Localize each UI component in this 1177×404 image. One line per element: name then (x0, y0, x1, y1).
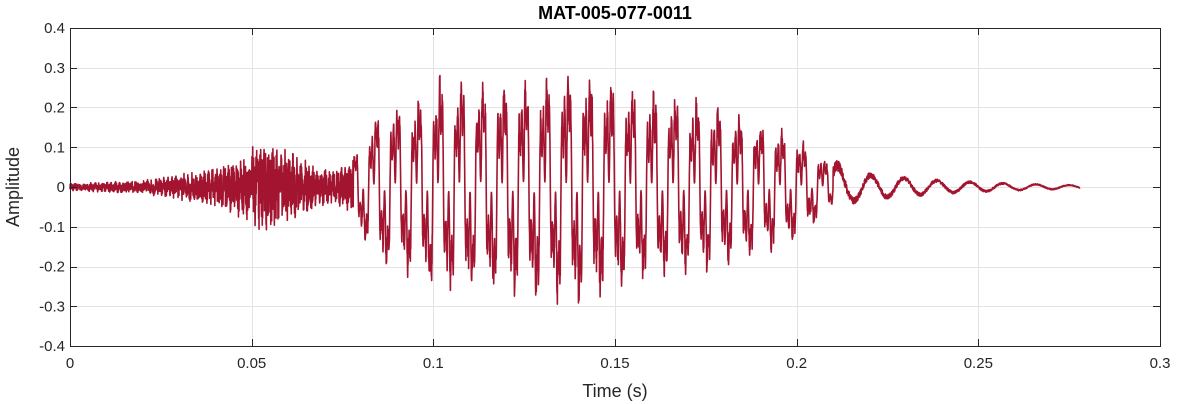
y-tick-label: 0.2 (44, 100, 65, 117)
x-tick-label: 0.15 (600, 355, 629, 372)
y-tick-label: -0.3 (39, 298, 65, 315)
y-tick-label: -0.1 (39, 219, 65, 236)
waveform-line (69, 74, 1081, 305)
waveform (69, 74, 1081, 305)
chart-title: MAT-005-077-0011 (538, 3, 692, 23)
y-tick-label: 0.4 (44, 20, 65, 37)
y-tick-label: -0.4 (39, 338, 65, 355)
y-tick-label: 0.3 (44, 60, 65, 77)
y-tick-label: 0 (57, 179, 65, 196)
y-tick-label: 0.1 (44, 139, 65, 156)
x-tick-label: 0.2 (786, 355, 807, 372)
y-tick-label: -0.2 (39, 259, 65, 276)
x-tick-label: 0.1 (423, 355, 444, 372)
x-tick-label: 0.05 (237, 355, 266, 372)
x-axis: 0 0.05 0.1 0.15 0.2 0.25 0.3 (66, 28, 1171, 372)
y-axis: -0.4 -0.3 -0.2 -0.1 0 0.1 0.2 0.3 0.4 (39, 20, 1160, 355)
y-axis-label: Amplitude (3, 147, 23, 227)
x-tick-label: 0.25 (964, 355, 993, 372)
x-axis-label: Time (s) (582, 381, 647, 401)
x-tick-label: 0.3 (1150, 355, 1171, 372)
x-tick-label: 0 (66, 355, 74, 372)
